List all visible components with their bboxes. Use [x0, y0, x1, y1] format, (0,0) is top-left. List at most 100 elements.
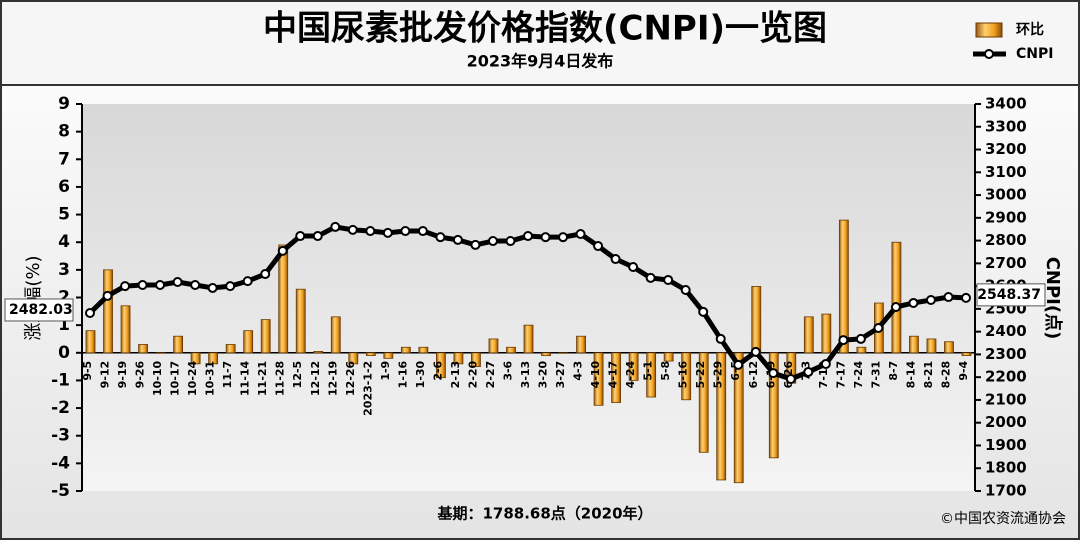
- x-tick-label: 5-16: [677, 360, 690, 388]
- y-tick-label: -2: [51, 398, 70, 418]
- bar: [611, 352, 621, 403]
- y2-tick-label: 3200: [985, 140, 1027, 158]
- x-tick-label: 12-19: [326, 361, 339, 396]
- y-axis-label: 涨跌幅(%): [23, 255, 44, 340]
- cnpi-marker: [260, 269, 271, 280]
- y2-tick-label: 3100: [985, 163, 1027, 181]
- x-tick-label: 12-26: [344, 360, 357, 396]
- cnpi-marker: [733, 359, 744, 370]
- value-label-box: [4, 298, 74, 322]
- y-tick-label: 1: [58, 315, 70, 335]
- y-tick-label: 4: [58, 232, 70, 252]
- bar: [663, 352, 674, 362]
- x-tick-label: 11-21: [256, 361, 269, 396]
- x-tick-label: 8-7: [887, 361, 900, 381]
- bar: [365, 352, 376, 356]
- y2-tick-label: 2200: [985, 368, 1027, 386]
- bar: [506, 346, 516, 354]
- bar: [961, 352, 972, 356]
- x-tick-label: 12-5: [291, 361, 304, 389]
- y2-tick-label: 3300: [985, 117, 1027, 135]
- cnpi-marker: [838, 335, 849, 346]
- cnpi-marker: [470, 239, 481, 250]
- cnpi-marker: [540, 232, 551, 243]
- x-tick-label: 9-5: [81, 361, 94, 381]
- cnpi-marker: [715, 333, 726, 344]
- cnpi-marker: [417, 226, 428, 237]
- footnote: 基期：1788.68点（2020年）: [436, 505, 652, 523]
- y2-tick-label: 1800: [985, 459, 1027, 477]
- y2-tick-label: 1700: [985, 482, 1027, 500]
- y-tick-label: 7: [58, 149, 70, 169]
- cnpi-marker: [593, 241, 604, 252]
- y-tick-label: 0: [58, 343, 70, 363]
- bar: [593, 352, 604, 406]
- cnpi-marker: [155, 279, 166, 290]
- y-tick-label: 5: [58, 205, 70, 225]
- bar: [891, 241, 902, 354]
- bar: [85, 330, 96, 354]
- y-tick-label: -5: [51, 481, 70, 501]
- cnpi-marker: [365, 226, 376, 237]
- y-tick-label: -3: [51, 426, 70, 446]
- value-label: 2548.37: [977, 287, 1041, 303]
- bar: [681, 352, 692, 401]
- chart-title: 中国尿素批发价格指数(CNPI)一览图: [263, 9, 827, 49]
- bar: [383, 352, 394, 359]
- cnpi-marker: [505, 236, 516, 247]
- y2-tick-label: 2900: [985, 208, 1027, 226]
- bar: [103, 269, 113, 354]
- x-tick-label: 3-13: [519, 361, 532, 389]
- x-tick-label: 4-10: [589, 360, 602, 388]
- x-tick-label: 5-22: [694, 361, 707, 389]
- x-tick-label: 10-31: [204, 361, 217, 396]
- bar: [418, 346, 429, 354]
- x-tick-label: 10-10: [151, 360, 164, 396]
- cnpi-marker: [435, 232, 446, 243]
- x-tick-label: 3-6: [501, 360, 514, 380]
- x-tick-label: 4-3: [572, 361, 585, 381]
- x-tick-label: 2-27: [484, 361, 497, 389]
- x-tick-label: 2-20: [466, 360, 479, 388]
- cnpi-marker: [750, 346, 761, 357]
- bar: [926, 338, 937, 354]
- y2-tick-label: 2300: [985, 345, 1027, 363]
- cnpi-marker: [382, 227, 393, 238]
- y-tick-label: 9: [58, 94, 70, 114]
- bar: [716, 352, 727, 481]
- y-tick-label: 6: [58, 177, 70, 197]
- y-tick-label: -4: [51, 453, 70, 473]
- cnpi-marker: [680, 284, 691, 295]
- bar: [733, 352, 744, 484]
- cnpi-marker: [943, 292, 954, 303]
- cnpi-marker: [277, 245, 288, 256]
- bar: [541, 352, 551, 356]
- cnpi-marker: [558, 232, 569, 243]
- x-tick-label: 7-31: [869, 361, 882, 389]
- y2-tick-label: 2000: [985, 413, 1027, 431]
- x-tick-label: 1-16: [396, 360, 409, 388]
- y-tick-label: 8: [58, 122, 70, 142]
- legend-swatch: [975, 22, 1003, 38]
- bar: [435, 352, 446, 379]
- x-tick-label: 10-17: [169, 361, 182, 396]
- header: [0, 0, 1080, 86]
- cnpi-marker: [803, 366, 814, 377]
- y2-tick-label: 1900: [985, 436, 1027, 454]
- bar: [523, 324, 534, 354]
- x-tick-label: 3-27: [554, 361, 567, 389]
- x-tick-label: 2-6: [431, 360, 444, 380]
- y2-tick-label: 3000: [985, 186, 1027, 204]
- x-tick-label: 5-29: [712, 361, 725, 389]
- y-tick-label: 2: [58, 288, 70, 308]
- cnpi-marker: [890, 302, 901, 313]
- x-tick-label: 12-12: [309, 361, 322, 396]
- cnpi-marker: [295, 231, 306, 242]
- cnpi-marker: [190, 279, 201, 290]
- x-tick-label: 3-20: [537, 360, 550, 388]
- cnpi-marker: [225, 281, 236, 292]
- y-tick-label: 3: [58, 260, 70, 280]
- x-tick-label: 6-12: [747, 361, 760, 389]
- bar: [768, 352, 779, 459]
